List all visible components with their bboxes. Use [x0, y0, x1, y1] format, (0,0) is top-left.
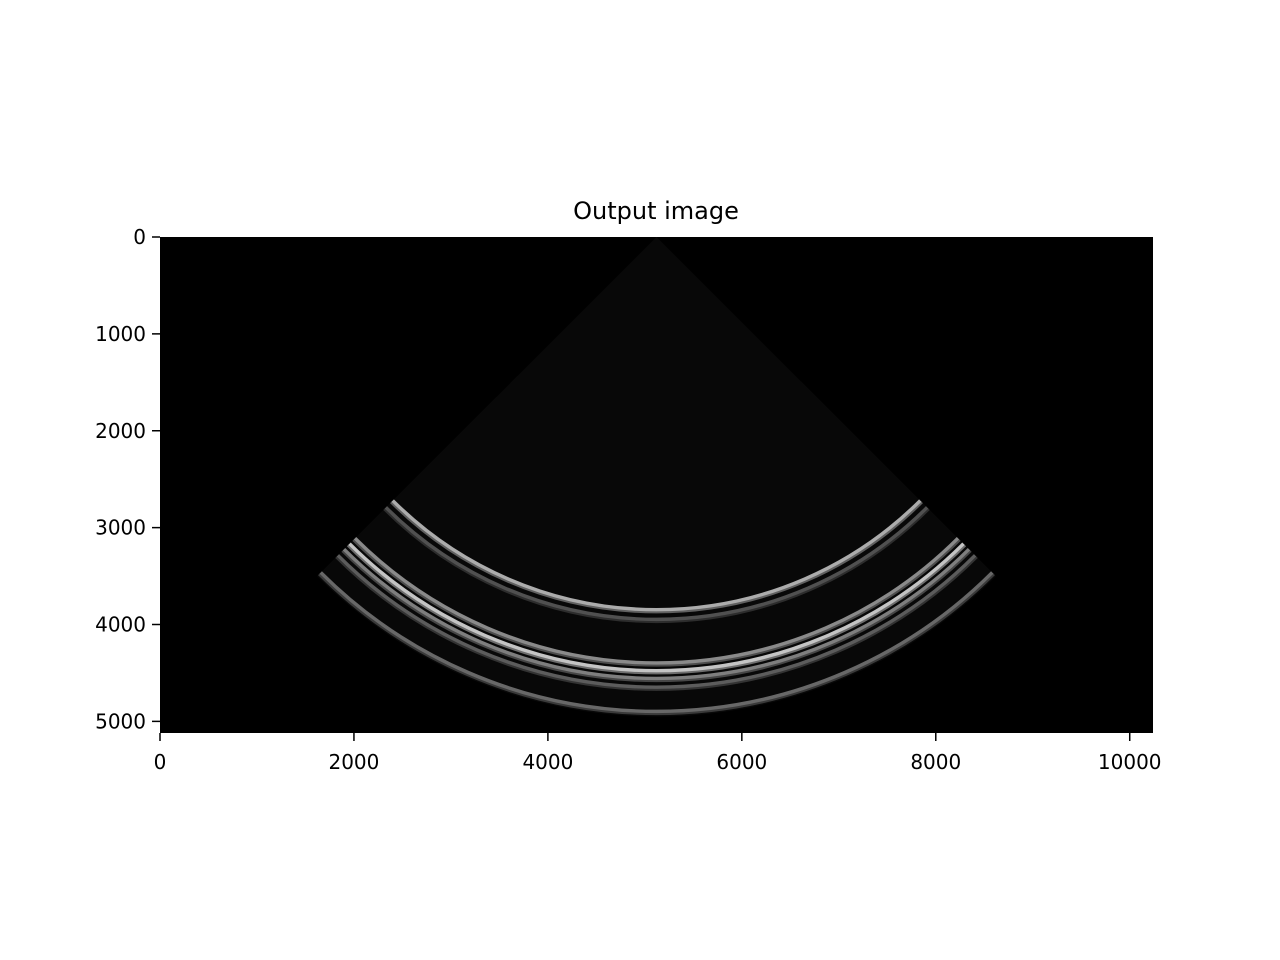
y-axis: 0 1000 2000 3000 4000 5000	[95, 225, 160, 733]
y-tick-label: 3000	[95, 516, 146, 540]
x-tick-label: 8000	[910, 750, 961, 774]
echo-arc-fringe	[352, 539, 961, 667]
y-tick-label: 0	[133, 225, 146, 249]
x-tick-label: 2000	[328, 750, 379, 774]
y-tick-label: 5000	[95, 709, 146, 733]
sector-fan	[317, 237, 996, 717]
echo-arc	[319, 571, 994, 714]
chart-title: Output image	[573, 197, 739, 225]
echo-arc-fringe	[383, 508, 930, 624]
x-axis: 0 2000 4000 6000 8000 10000	[154, 733, 1162, 774]
echo-arc-fringe	[335, 556, 978, 691]
echo-arc-fringe	[341, 550, 972, 683]
image-area	[160, 237, 1153, 733]
echo-arc	[391, 499, 922, 612]
echo-arc-fringe	[390, 501, 923, 614]
y-tick-label: 4000	[95, 613, 146, 637]
echo-arc	[384, 506, 929, 622]
y-tick-label: 2000	[95, 419, 146, 443]
echo-arc	[336, 554, 977, 690]
x-tick-label: 0	[154, 750, 167, 774]
echo-arc	[347, 542, 966, 673]
y-tick-label: 1000	[95, 322, 146, 346]
echo-arc-fringe	[346, 544, 967, 675]
ultrasound-sector	[317, 237, 996, 717]
x-tick-label: 4000	[522, 750, 573, 774]
x-tick-label: 6000	[716, 750, 767, 774]
echo-arc	[353, 536, 960, 666]
echo-arc-fringe	[318, 573, 995, 716]
echo-arc	[342, 547, 971, 681]
x-tick-label: 10000	[1098, 750, 1162, 774]
